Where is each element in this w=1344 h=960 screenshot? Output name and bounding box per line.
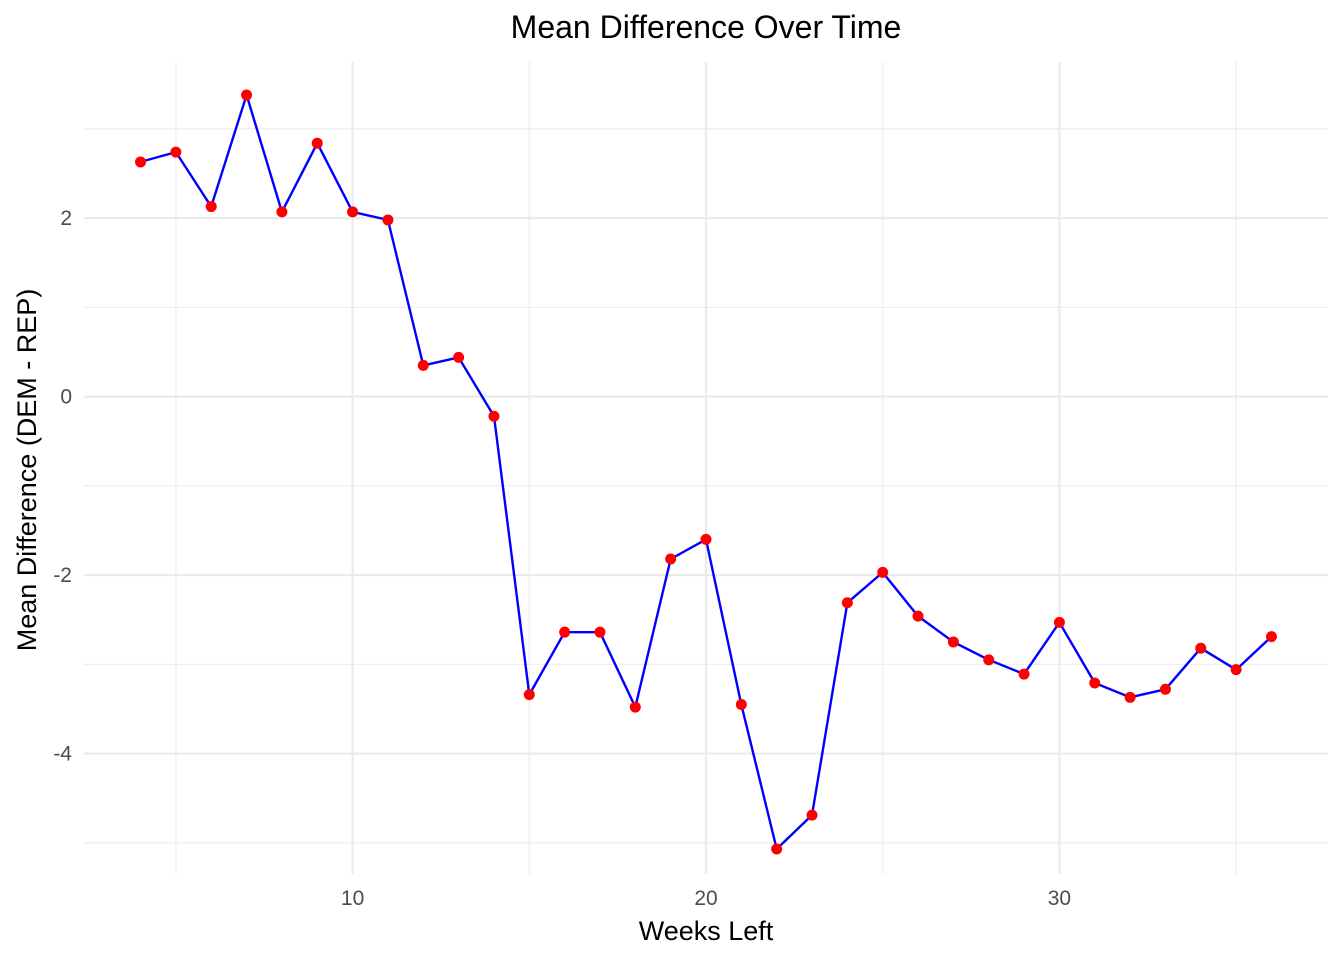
- data-point: [629, 701, 641, 713]
- data-point: [453, 351, 465, 363]
- data-point: [347, 206, 359, 218]
- data-point: [1195, 642, 1207, 654]
- data-point: [841, 597, 853, 609]
- data-point: [559, 626, 571, 638]
- data-point: [1159, 683, 1171, 695]
- data-point: [983, 654, 995, 666]
- y-tick-label: 2: [60, 207, 72, 230]
- data-point: [1265, 631, 1277, 643]
- data-point: [523, 689, 535, 701]
- data-point: [700, 533, 712, 545]
- data-point: [1230, 664, 1242, 676]
- x-axis-tick-labels: 10 20 30: [341, 887, 1071, 910]
- x-tick-label: 20: [694, 887, 717, 910]
- y-tick-label: -2: [53, 564, 72, 587]
- data-point: [1089, 677, 1101, 689]
- data-point: [311, 137, 323, 149]
- y-tick-label: 0: [60, 386, 72, 409]
- data-point: [877, 566, 889, 578]
- y-tick-label: -4: [53, 743, 72, 766]
- major-gridlines: [84, 62, 1328, 874]
- data-point: [241, 89, 253, 101]
- data-point: [205, 201, 217, 213]
- data-point: [417, 359, 429, 371]
- data-point: [665, 553, 677, 565]
- y-axis-title: Mean Difference (DEM - REP): [12, 289, 42, 652]
- y-axis-tick-labels: -4 -2 0 2: [53, 207, 72, 765]
- data-point: [276, 206, 288, 218]
- data-point: [806, 809, 818, 821]
- data-point: [488, 410, 500, 422]
- chart-title: Mean Difference Over Time: [511, 9, 902, 45]
- series-points-group: [135, 89, 1277, 855]
- x-tick-label: 30: [1048, 887, 1071, 910]
- data-point: [594, 626, 606, 638]
- data-point: [1018, 668, 1030, 680]
- data-point: [912, 610, 924, 622]
- data-point: [135, 156, 147, 168]
- data-point: [382, 214, 394, 226]
- data-point: [1124, 691, 1136, 703]
- data-point: [1053, 616, 1065, 628]
- x-tick-label: 10: [341, 887, 364, 910]
- data-point: [170, 146, 182, 158]
- x-axis-title: Weeks Left: [639, 916, 774, 946]
- data-point: [735, 698, 747, 710]
- data-point: [771, 843, 783, 855]
- data-point: [947, 636, 959, 648]
